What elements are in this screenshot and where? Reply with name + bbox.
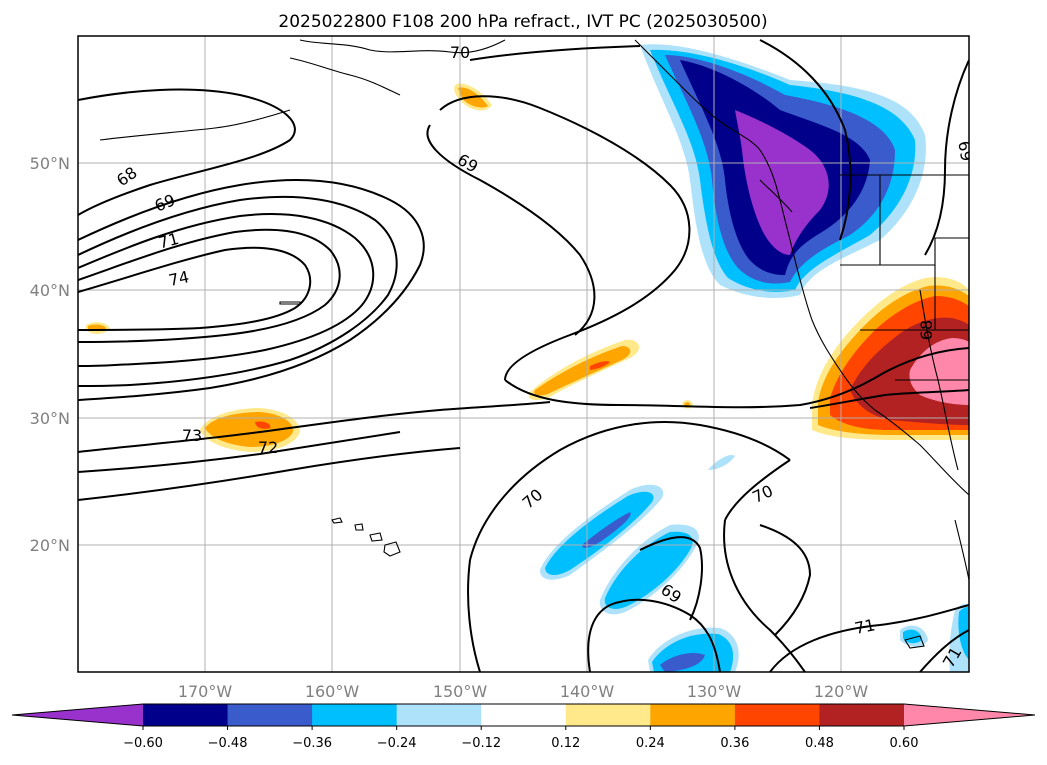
colorbar-segment bbox=[481, 704, 567, 726]
map-panel: 68 69 71 74 70 69 73 72 70 70 69 71 69 6… bbox=[77, 35, 976, 673]
longitude-labels: 170°W 160°W 150°W 140°W 130°W 120°W bbox=[178, 682, 869, 701]
gridlines bbox=[78, 36, 969, 672]
lon-label: 130°W bbox=[687, 682, 742, 701]
coastlines bbox=[99, 39, 969, 649]
colorbar-segment bbox=[143, 704, 229, 726]
colorbar-segment bbox=[734, 704, 820, 726]
contour-label: 68 bbox=[917, 320, 936, 340]
colorbar-segment bbox=[819, 704, 905, 726]
map-title: 2025022800 F108 200 hPa refract., IVT PC… bbox=[278, 12, 767, 32]
contour-label: 72 bbox=[258, 438, 278, 457]
lon-label: 150°W bbox=[433, 682, 488, 701]
contour-label: 73 bbox=[182, 426, 202, 445]
colorbar-extend-low bbox=[12, 704, 143, 726]
lon-label: 120°W bbox=[814, 682, 869, 701]
lat-label: 40°N bbox=[30, 281, 70, 300]
colorbar-tick-label: 0.36 bbox=[720, 736, 749, 751]
lat-label: 20°N bbox=[30, 536, 70, 555]
colorbar-segment bbox=[396, 704, 482, 726]
contour-label: 70 bbox=[450, 43, 470, 62]
colorbar-tick-label: −0.36 bbox=[292, 736, 332, 751]
map-frame bbox=[77, 35, 970, 673]
colorbar-tick-label: 0.48 bbox=[805, 736, 834, 751]
colorbar-segment bbox=[565, 704, 651, 726]
colorbar-tick-label: −0.12 bbox=[461, 736, 501, 751]
colorbar-tick-label: 0.24 bbox=[636, 736, 665, 751]
colorbar-tick-label: 0.12 bbox=[551, 736, 580, 751]
colorbar: −0.60 −0.48 −0.36 −0.24 −0.12 0.12 0.24 0.36 0.4… bbox=[11, 703, 1036, 751]
lon-label: 170°W bbox=[178, 682, 233, 701]
colorbar-segment bbox=[650, 704, 736, 726]
colorbar-tick-label: −0.24 bbox=[377, 736, 417, 751]
lat-label: 30°N bbox=[30, 409, 70, 428]
contour-label: 71 bbox=[853, 615, 877, 638]
colorbar-segment bbox=[312, 704, 398, 726]
colorbar-tick-label: 0.60 bbox=[890, 736, 919, 751]
lon-label: 160°W bbox=[305, 682, 360, 701]
latitude-labels: 50°N 40°N 30°N 20°N bbox=[30, 154, 70, 555]
contour-label: 71 bbox=[156, 229, 181, 253]
colorbar-extend-high bbox=[904, 704, 1035, 726]
colorbar-tick-label: −0.60 bbox=[123, 736, 163, 751]
contour-label: 69 bbox=[954, 139, 976, 162]
colorbar-tick-label: −0.48 bbox=[208, 736, 248, 751]
lat-label: 50°N bbox=[30, 154, 70, 173]
lon-label: 140°W bbox=[560, 682, 615, 701]
contour-label: 74 bbox=[167, 267, 191, 290]
colorbar-segment bbox=[227, 704, 313, 726]
contours bbox=[78, 39, 969, 672]
